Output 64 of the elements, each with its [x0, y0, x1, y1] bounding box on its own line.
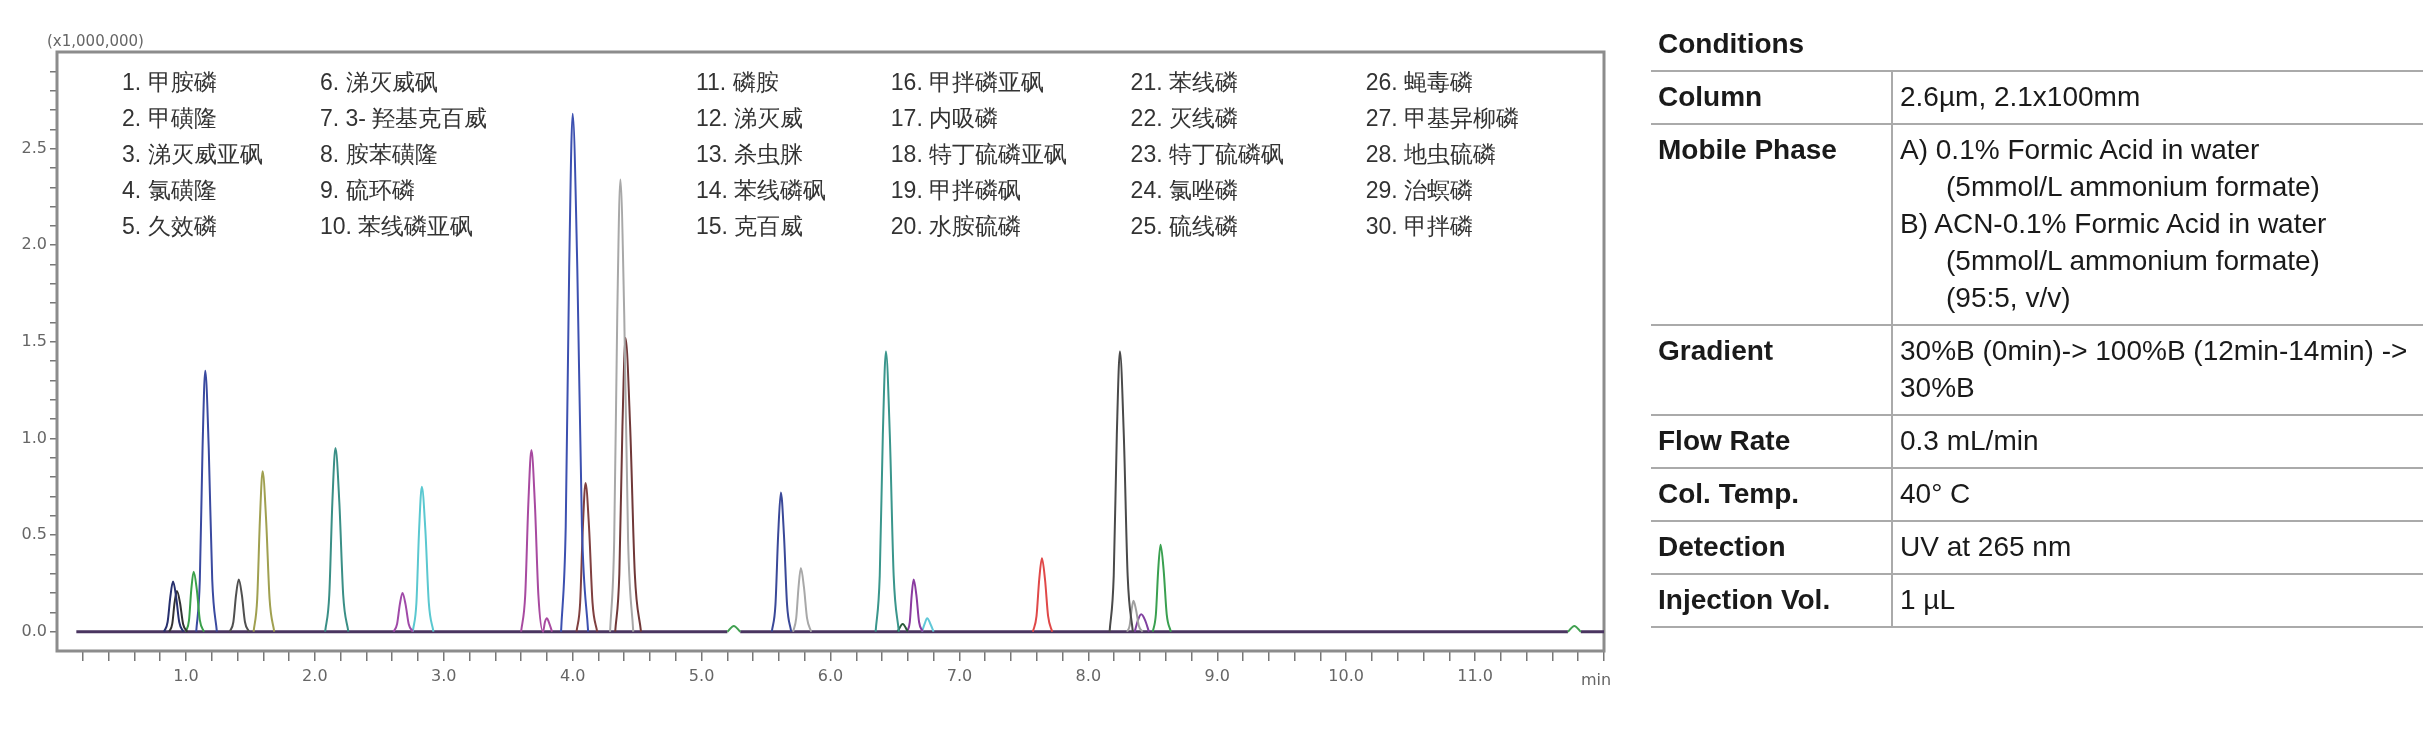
text: Col. Temp.	[1651, 468, 1892, 521]
annotation: 16. 甲拌磷亚砜	[890, 69, 1045, 96]
text: Gradient	[1651, 325, 1892, 415]
annotation: 29. 治螟磷	[1365, 176, 1474, 203]
annotation: 3. 涕灭威亚砜	[121, 140, 263, 167]
x-tick-label: 6.0	[817, 665, 844, 685]
annotation: 4. 氯磺隆	[121, 176, 217, 203]
annotation: 1. 甲胺磷	[121, 69, 217, 96]
text: 2.6µm, 2.1x100mm	[1900, 80, 2142, 114]
annotation: 11. 磷胺	[695, 69, 779, 96]
text: Column	[1651, 71, 1892, 124]
text: 40° C	[1900, 477, 1972, 511]
annotation: 19. 甲拌磷砜	[890, 176, 1022, 203]
annotation: 18. 特丁硫磷亚砜	[890, 140, 1068, 167]
y-axis-title: (x1,000,000)	[47, 32, 144, 50]
annotation: 22. 灭线磷	[1130, 105, 1238, 132]
annotation: 7. 3- 羟基克百威	[319, 105, 488, 132]
annotation: 9. 硫环磷	[319, 176, 415, 203]
annotation: 26. 蝇毒磷	[1365, 69, 1474, 96]
annotation: 15. 克百威	[695, 212, 804, 239]
x-tick-label: 4.0	[559, 665, 586, 685]
y-tick-label: 2.0	[21, 234, 47, 254]
annotation: 30. 甲拌磷	[1365, 212, 1474, 239]
y-tick-label: 0.5	[21, 524, 47, 544]
text: Conditions	[1657, 27, 1806, 61]
annotation: 8. 胺苯磺隆	[319, 140, 438, 167]
x-tick-label: 11.0	[1457, 665, 1493, 685]
annotation: 13. 杀虫脒	[695, 140, 804, 167]
text: 1 µL	[1900, 583, 1957, 617]
annotation: 21. 苯线磷	[1130, 69, 1238, 96]
text: Detection	[1651, 521, 1892, 574]
text: Flow Rate	[1651, 415, 1892, 468]
text: UV at 265 nm	[1900, 530, 2073, 564]
text: 0.3 mL/min	[1900, 424, 2040, 458]
annotation: 5. 久效磷	[121, 212, 217, 239]
text: 30%B (0min)-> 100%B (12min-14min) -> 30%B	[1900, 334, 2409, 405]
annotation: 14. 苯线磷砜	[695, 176, 827, 203]
x-axis-title: min	[1580, 670, 1612, 690]
annotation: 27. 甲基异柳磷	[1365, 105, 1520, 132]
y-tick-label: 2.5	[21, 137, 47, 157]
y-tick-label: 1.0	[21, 427, 47, 447]
annotation: 23. 特丁硫磷砜	[1130, 140, 1284, 167]
annotation: 2. 甲磺隆	[121, 105, 217, 132]
annotation: 25. 硫线磷	[1130, 212, 1238, 239]
text: Injection Vol.	[1651, 574, 1892, 627]
text: A) 0.1% Formic Acid in water (5mmol/L ammonium formate) B) ACN-0.1% Formic Acid in water (5mmol/L ammonium formate) (95:5, v/v)	[1900, 133, 2328, 315]
x-tick-label: 10.0	[1328, 665, 1364, 685]
x-tick-label: 9.0	[1204, 665, 1230, 685]
x-tick-label: 5.0	[688, 665, 715, 685]
x-tick-label: 3.0	[431, 665, 457, 685]
annotation: 20. 水胺硫磷	[890, 212, 1022, 239]
annotation: 28. 地虫硫磷	[1365, 140, 1497, 167]
annotation: 10. 苯线磷亚砜	[319, 212, 474, 239]
x-tick-label: 2.0	[302, 665, 328, 685]
x-tick-label: 7.0	[946, 665, 973, 685]
y-tick-label: 1.5	[21, 330, 47, 350]
x-tick-label: 8.0	[1075, 665, 1102, 685]
text: Mobile Phase	[1651, 124, 1892, 325]
x-tick-label: 1.0	[173, 665, 199, 685]
annotation: 17. 内吸磷	[890, 105, 999, 132]
y-tick-label: 0.0	[21, 620, 47, 640]
annotation: 24. 氯唑磷	[1130, 176, 1238, 203]
annotation: 6. 涕灭威砜	[319, 69, 438, 96]
annotation: 12. 涕灭威	[695, 105, 804, 132]
